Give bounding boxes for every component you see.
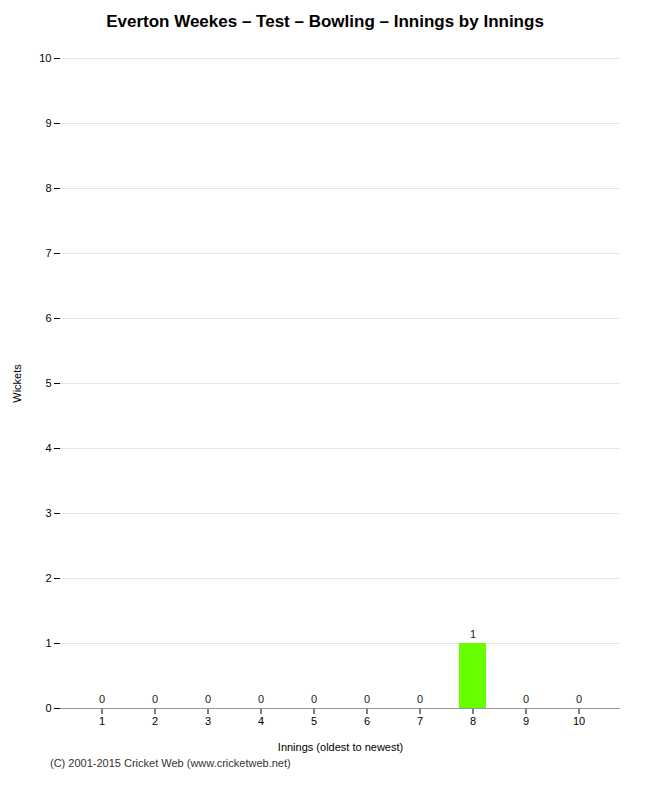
svg-text:0: 0 (311, 693, 317, 705)
svg-text:6: 6 (45, 312, 51, 324)
svg-text:0: 0 (45, 702, 51, 714)
svg-text:0: 0 (576, 693, 582, 705)
svg-text:7: 7 (417, 715, 423, 727)
svg-text:8: 8 (45, 182, 51, 194)
svg-text:4: 4 (258, 715, 264, 727)
svg-text:4: 4 (45, 442, 51, 454)
svg-text:10: 10 (39, 52, 51, 64)
svg-text:0: 0 (205, 693, 211, 705)
svg-text:0: 0 (417, 693, 423, 705)
svg-text:3: 3 (205, 715, 211, 727)
svg-text:0: 0 (523, 693, 529, 705)
svg-text:1: 1 (470, 628, 476, 640)
html-text:(C) 2001-2015 Cricket Web (www: (C) 2001-2015 Cricket Web (www.cricketwe… (50, 757, 291, 769)
svg-text:1: 1 (45, 637, 51, 649)
svg-text:9: 9 (45, 117, 51, 129)
svg-text:0: 0 (99, 693, 105, 705)
svg-text:8: 8 (470, 715, 476, 727)
svg-text:5: 5 (45, 377, 51, 389)
html-text:Everton Weekes – Test – Bowlin: Everton Weekes – Test – Bowling – Inning… (106, 12, 544, 31)
svg-text:2: 2 (152, 715, 158, 727)
svg-text:2: 2 (45, 572, 51, 584)
svg-text:3: 3 (45, 507, 51, 519)
svg-text:0: 0 (364, 693, 370, 705)
svg-text:9: 9 (523, 715, 529, 727)
svg-text:1: 1 (99, 715, 105, 727)
svg-text:5: 5 (311, 715, 317, 727)
svg-text:Innings (oldest to newest): Innings (oldest to newest) (278, 741, 403, 753)
svg-text:0: 0 (152, 693, 158, 705)
svg-text:7: 7 (45, 247, 51, 259)
svg-text:0: 0 (258, 693, 264, 705)
svg-text:6: 6 (364, 715, 370, 727)
svg-text:Wickets: Wickets (11, 364, 23, 403)
svg-text:10: 10 (573, 715, 585, 727)
